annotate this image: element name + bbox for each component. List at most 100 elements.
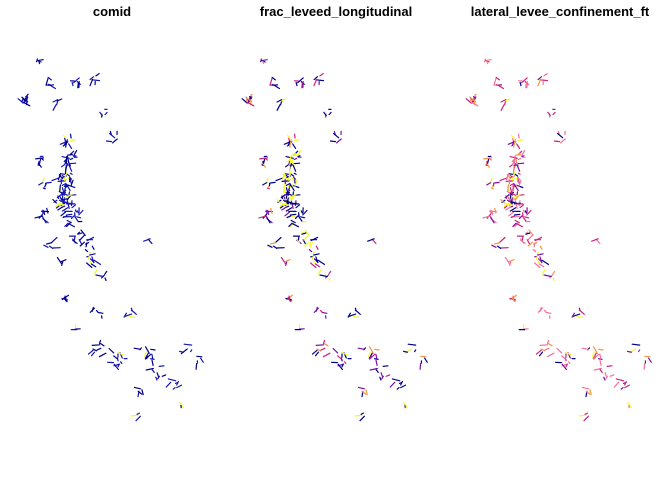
river-segment — [45, 181, 52, 184]
river-segment — [505, 203, 513, 206]
river-segment — [375, 368, 379, 373]
river-segment — [483, 58, 487, 63]
river-segment — [593, 346, 598, 354]
river-segment — [46, 207, 49, 214]
river-segment — [539, 256, 543, 264]
river-segment — [613, 381, 620, 388]
river-segment — [42, 177, 45, 183]
river-segment — [289, 183, 295, 191]
river-segment — [509, 182, 515, 186]
river-segment — [71, 81, 74, 87]
river-network-map — [17, 58, 204, 422]
river-segment — [38, 59, 44, 61]
river-segment — [290, 153, 297, 156]
river-segment — [200, 357, 204, 363]
river-segment — [62, 215, 68, 219]
river-segment — [385, 374, 391, 377]
river-segment — [526, 209, 532, 216]
river-segment — [322, 352, 331, 358]
map-panel-frac-leveed-longitudinal: frac_leveed_longitudinal — [224, 0, 448, 480]
river-segment — [414, 349, 417, 353]
river-segment — [285, 182, 291, 186]
river-segment — [62, 197, 66, 203]
river-segment — [291, 161, 296, 167]
river-segment — [315, 256, 319, 264]
panel-title: frac_leveed_longitudinal — [259, 4, 413, 19]
river-segment — [67, 223, 76, 228]
river-segment — [43, 210, 46, 215]
river-segment — [283, 184, 286, 192]
river-segment — [85, 242, 88, 248]
river-segment — [292, 162, 301, 165]
river-segment — [61, 182, 67, 186]
river-segment — [271, 76, 276, 81]
river-segment — [340, 352, 349, 356]
river-segment — [615, 378, 625, 382]
river-segment — [594, 355, 596, 360]
river-segment — [535, 349, 542, 355]
river-segment — [195, 363, 198, 370]
river-segment — [295, 81, 298, 87]
river-segment — [525, 232, 531, 235]
river-segment — [513, 213, 521, 216]
river-segment — [293, 138, 300, 142]
river-segment — [533, 262, 541, 269]
river-segment — [599, 353, 602, 360]
river-segment — [274, 236, 282, 244]
river-segment — [287, 177, 294, 181]
river-segment — [270, 207, 273, 214]
river-segment — [151, 359, 154, 366]
river-segment — [544, 347, 550, 351]
river-segment — [284, 211, 291, 217]
river-segment — [108, 132, 116, 139]
panel-title: comid — [92, 4, 132, 19]
river-segment — [545, 311, 552, 314]
river-segment — [515, 161, 520, 167]
river-segment — [403, 402, 408, 409]
river-segment — [264, 157, 268, 161]
river-segment — [361, 390, 367, 395]
river-segment — [267, 210, 270, 215]
river-segment — [280, 98, 287, 102]
river-segment — [258, 215, 268, 219]
river-segment — [509, 156, 518, 159]
river-segment — [117, 363, 120, 368]
river-segment — [493, 78, 497, 86]
river-segment — [321, 311, 328, 314]
river-segment — [130, 309, 137, 315]
river-segment — [261, 162, 266, 168]
river-segment — [283, 195, 287, 201]
river-segment — [65, 213, 73, 216]
river-segment — [536, 260, 541, 265]
river-segment — [317, 269, 322, 275]
river-segment — [303, 234, 310, 241]
river-segment — [537, 253, 544, 256]
river-segment — [404, 348, 412, 355]
river-segment — [485, 162, 490, 168]
river-segment — [249, 95, 252, 100]
river-segment — [483, 157, 493, 160]
river-segment — [329, 140, 337, 143]
river-segment — [606, 365, 613, 367]
river-segment — [420, 355, 427, 358]
river-segment — [313, 253, 320, 256]
river-segment — [89, 76, 95, 81]
river-segment — [111, 138, 118, 144]
river-segment — [643, 363, 646, 370]
river-segment — [69, 138, 76, 142]
river-segment — [516, 191, 519, 197]
river-segment — [337, 363, 344, 371]
river-segment — [352, 315, 359, 318]
river-segment — [373, 358, 379, 360]
river-segment — [389, 381, 396, 388]
river-segment — [68, 184, 76, 189]
river-segment — [521, 235, 524, 241]
river-segment — [43, 244, 49, 248]
river-segment — [319, 309, 323, 313]
river-segment — [375, 353, 378, 360]
river-segment — [26, 93, 29, 97]
river-segment — [584, 412, 588, 415]
river-segment — [324, 343, 329, 347]
river-segment — [576, 315, 583, 318]
river-segment — [38, 60, 41, 65]
